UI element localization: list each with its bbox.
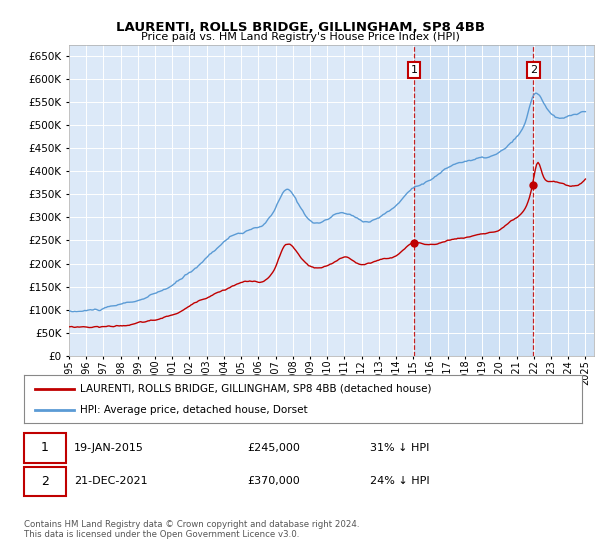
Text: 2: 2 [41, 475, 49, 488]
Text: LAURENTI, ROLLS BRIDGE, GILLINGHAM, SP8 4BB (detached house): LAURENTI, ROLLS BRIDGE, GILLINGHAM, SP8 … [80, 384, 431, 394]
Text: 31% ↓ HPI: 31% ↓ HPI [370, 443, 430, 453]
Text: This data is licensed under the Open Government Licence v3.0.: This data is licensed under the Open Gov… [24, 530, 299, 539]
Text: 19-JAN-2015: 19-JAN-2015 [74, 443, 144, 453]
FancyBboxPatch shape [24, 467, 66, 496]
Text: LAURENTI, ROLLS BRIDGE, GILLINGHAM, SP8 4BB: LAURENTI, ROLLS BRIDGE, GILLINGHAM, SP8 … [115, 21, 485, 34]
Bar [414, 45, 594, 356]
Text: Contains HM Land Registry data © Crown copyright and database right 2024.: Contains HM Land Registry data © Crown c… [24, 520, 359, 529]
Text: 1: 1 [410, 65, 418, 75]
Text: 2: 2 [530, 65, 537, 75]
Text: £370,000: £370,000 [247, 477, 300, 487]
Text: £245,000: £245,000 [247, 443, 300, 453]
Text: 21-DEC-2021: 21-DEC-2021 [74, 477, 148, 487]
Text: 1: 1 [41, 441, 49, 455]
Text: HPI: Average price, detached house, Dorset: HPI: Average price, detached house, Dors… [80, 405, 307, 416]
Text: Price paid vs. HM Land Registry's House Price Index (HPI): Price paid vs. HM Land Registry's House … [140, 32, 460, 43]
FancyBboxPatch shape [24, 433, 66, 463]
Text: 24% ↓ HPI: 24% ↓ HPI [370, 477, 430, 487]
